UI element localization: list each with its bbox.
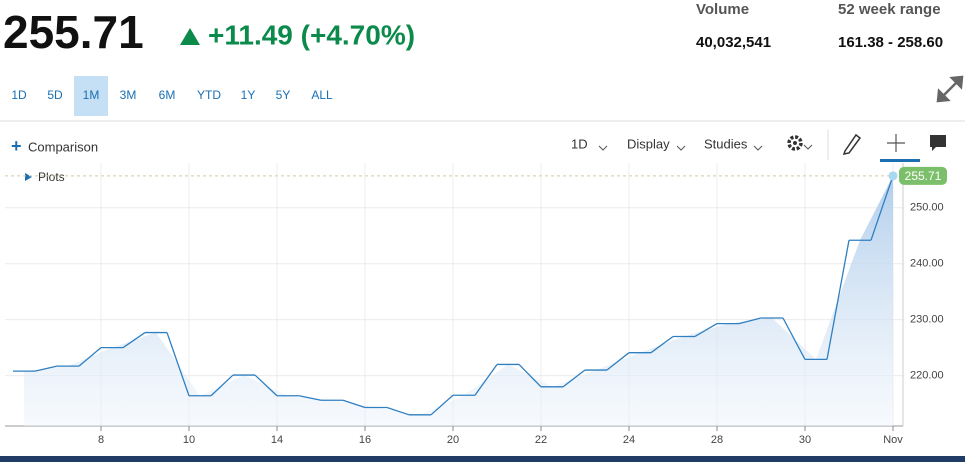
price-connector [562,369,586,388]
range-label: 52 week range [838,1,941,18]
range-button[interactable]: 3M [120,88,137,102]
price-connector [826,240,850,360]
price-connector [694,323,718,338]
range-button[interactable]: 1D [11,88,27,102]
range-button[interactable]: 1M [83,88,100,102]
x-tick-label: 14 [271,434,283,446]
price-connector [650,335,674,354]
price-connector [386,406,410,416]
price-connector [166,332,190,396]
price-connector [782,317,806,360]
x-tick-label: 16 [359,434,371,446]
chart: 220.00 230.00 240.00 250.00 8 10 14 16 20 22 24 28 3… [5,163,947,446]
volume-label: Volume [696,1,749,18]
price-connector [298,395,322,401]
comment-icon[interactable] [930,135,946,151]
y-tick-label: 230.00 [910,314,944,326]
x-tick-label: 28 [711,434,723,446]
price-connector [254,374,278,397]
price-connector [870,175,894,241]
selected-range-bg [74,76,108,116]
y-tick-label: 250.00 [910,202,944,214]
price-connector [78,347,102,367]
chevron [753,145,763,151]
x-tick-label: 30 [799,434,811,446]
chevron [598,145,608,151]
last-point [888,171,898,181]
settings-icon[interactable] [787,135,813,151]
crosshair-icon[interactable] [887,134,905,152]
x-tick-label: 20 [447,434,459,446]
range-value: 161.38 - 258.60 [838,34,943,51]
chevron [676,145,686,151]
last-price-label: 255.71 [905,169,942,183]
price-connector [210,374,234,397]
x-tick-label: 10 [183,434,195,446]
range-button[interactable]: 5Y [276,88,291,102]
price: 255.71 [3,6,144,58]
plots-label[interactable]: Plots [38,170,65,184]
x-tick-label: 22 [535,434,547,446]
studies-button[interactable]: Studies [704,136,748,151]
price-connector [430,394,454,416]
last-price-tag [899,166,947,185]
price-connector [606,352,630,371]
volume-value: 40,032,541 [696,34,771,51]
price-connector [122,332,146,349]
price-connector [34,365,58,372]
plus-icon[interactable]: + [11,136,22,156]
range-button[interactable]: ALL [311,88,333,102]
price-connector [342,399,366,409]
price-change: +11.49 (+4.70%) [208,19,415,50]
up-arrow [180,28,200,45]
price-connector [518,363,542,388]
area [24,175,893,426]
pencil-icon[interactable] [842,133,862,155]
display-button[interactable]: Display [627,136,670,151]
active-tool-underline [880,159,920,162]
range-button[interactable]: 6M [159,88,176,102]
range-button[interactable]: 1Y [241,88,256,102]
price-connector [738,317,762,325]
bottom-bar [0,456,965,462]
range-buttons: 1D 5D 1M 3M 6M YTD 1Y 5Y ALL [11,76,333,116]
y-tick-label: 220.00 [910,370,944,382]
x-tick-label: 8 [98,434,104,446]
comparison-button[interactable]: Comparison [28,139,98,154]
y-tick-label: 240.00 [910,258,944,270]
expand-icon[interactable] [936,75,964,103]
plots-toggle[interactable] [25,173,32,181]
range-button[interactable]: 5D [47,88,63,102]
interval-button[interactable]: 1D [571,136,588,151]
range-button[interactable]: YTD [197,88,221,102]
x-tick-label: 24 [623,434,635,446]
price-connector [474,364,498,396]
x-tick-label: Nov [883,434,903,446]
